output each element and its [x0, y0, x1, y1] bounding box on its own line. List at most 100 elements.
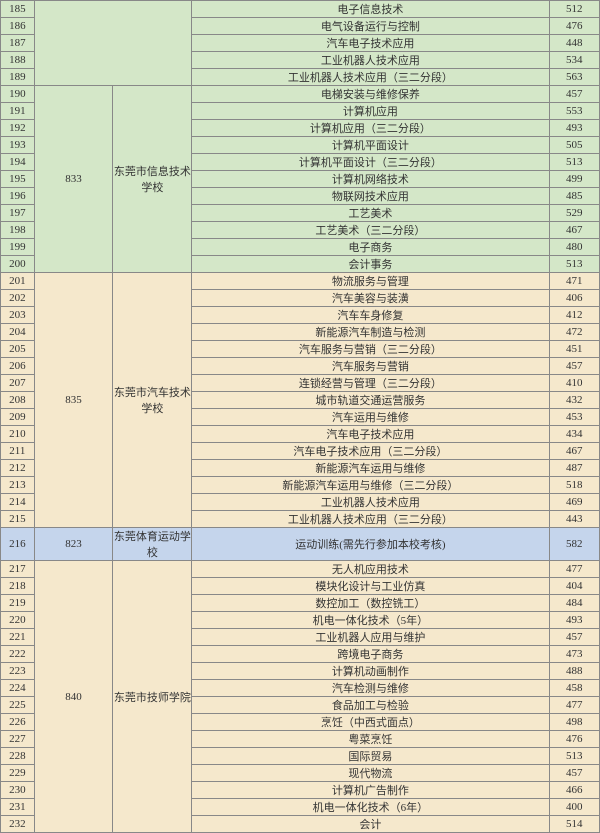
score-value: 451	[549, 341, 599, 358]
major-name: 模块化设计与工业仿真	[192, 578, 549, 595]
row-index: 191	[1, 103, 35, 120]
major-name: 电气设备运行与控制	[192, 18, 549, 35]
row-index: 204	[1, 324, 35, 341]
major-name: 汽车电子技术应用	[192, 426, 549, 443]
row-index: 206	[1, 358, 35, 375]
major-name: 新能源汽车运用与维修（三二分段）	[192, 477, 549, 494]
table-row: 217840东莞市技师学院无人机应用技术477	[1, 561, 600, 578]
table-row: 201835东莞市汽车技术学校物流服务与管理471	[1, 273, 600, 290]
score-value: 487	[549, 460, 599, 477]
row-index: 187	[1, 35, 35, 52]
score-value: 457	[549, 629, 599, 646]
score-value: 432	[549, 392, 599, 409]
score-value: 457	[549, 86, 599, 103]
admission-table: 185电子信息技术512186电气设备运行与控制476187汽车电子技术应用44…	[0, 0, 600, 833]
score-value: 472	[549, 324, 599, 341]
major-name: 电梯安装与维修保养	[192, 86, 549, 103]
major-name: 计算机平面设计（三二分段）	[192, 154, 549, 171]
major-name: 会计	[192, 816, 549, 833]
school-name: 东莞市汽车技术学校	[113, 273, 192, 528]
major-name: 汽车运用与维修	[192, 409, 549, 426]
score-value: 458	[549, 680, 599, 697]
row-index: 215	[1, 511, 35, 528]
row-index: 194	[1, 154, 35, 171]
row-index: 211	[1, 443, 35, 460]
score-value: 457	[549, 765, 599, 782]
score-value: 476	[549, 731, 599, 748]
row-index: 186	[1, 18, 35, 35]
row-index: 220	[1, 612, 35, 629]
school-code: 835	[34, 273, 113, 528]
row-index: 195	[1, 171, 35, 188]
score-value: 512	[549, 1, 599, 18]
major-name: 机电一体化技术（5年）	[192, 612, 549, 629]
score-value: 513	[549, 748, 599, 765]
score-value: 534	[549, 52, 599, 69]
score-value: 477	[549, 697, 599, 714]
school-name: 东莞市信息技术学校	[113, 86, 192, 273]
score-value: 499	[549, 171, 599, 188]
row-index: 229	[1, 765, 35, 782]
score-value: 410	[549, 375, 599, 392]
row-index: 200	[1, 256, 35, 273]
row-index: 230	[1, 782, 35, 799]
row-index: 198	[1, 222, 35, 239]
major-name: 新能源汽车运用与维修	[192, 460, 549, 477]
major-name: 连锁经营与管理（三二分段）	[192, 375, 549, 392]
major-name: 汽车车身修复	[192, 307, 549, 324]
row-index: 223	[1, 663, 35, 680]
major-name: 粤菜烹饪	[192, 731, 549, 748]
score-value: 453	[549, 409, 599, 426]
score-value: 518	[549, 477, 599, 494]
score-value: 434	[549, 426, 599, 443]
score-value: 582	[549, 528, 599, 561]
score-value: 467	[549, 222, 599, 239]
score-value: 480	[549, 239, 599, 256]
score-value: 473	[549, 646, 599, 663]
major-name: 现代物流	[192, 765, 549, 782]
major-name: 工业机器人技术应用（三二分段）	[192, 511, 549, 528]
table-row: 185电子信息技术512	[1, 1, 600, 18]
major-name: 工业机器人技术应用	[192, 494, 549, 511]
row-index: 226	[1, 714, 35, 731]
major-name: 计算机网络技术	[192, 171, 549, 188]
major-name: 国际贸易	[192, 748, 549, 765]
school-code: 823	[34, 528, 113, 561]
score-value: 448	[549, 35, 599, 52]
major-name: 工艺美术	[192, 205, 549, 222]
row-index: 199	[1, 239, 35, 256]
row-index: 219	[1, 595, 35, 612]
score-value: 457	[549, 358, 599, 375]
row-index: 212	[1, 460, 35, 477]
table-row: 216823东莞体育运动学校运动训练(需先行参加本校考核)582	[1, 528, 600, 561]
score-value: 529	[549, 205, 599, 222]
row-index: 209	[1, 409, 35, 426]
score-value: 484	[549, 595, 599, 612]
row-index: 218	[1, 578, 35, 595]
score-value: 513	[549, 256, 599, 273]
score-value: 412	[549, 307, 599, 324]
major-name: 会计事务	[192, 256, 549, 273]
score-value: 477	[549, 561, 599, 578]
major-name: 物联网技术应用	[192, 188, 549, 205]
row-index: 196	[1, 188, 35, 205]
school-code: 840	[34, 561, 113, 833]
major-name: 计算机动画制作	[192, 663, 549, 680]
major-name: 工业机器人技术应用（三二分段）	[192, 69, 549, 86]
row-index: 232	[1, 816, 35, 833]
row-index: 210	[1, 426, 35, 443]
major-name: 汽车美容与装潢	[192, 290, 549, 307]
major-name: 计算机应用	[192, 103, 549, 120]
score-value: 563	[549, 69, 599, 86]
major-name: 工业机器人应用与维护	[192, 629, 549, 646]
score-value: 476	[549, 18, 599, 35]
score-value: 493	[549, 120, 599, 137]
row-index: 197	[1, 205, 35, 222]
score-value: 485	[549, 188, 599, 205]
major-name: 跨境电子商务	[192, 646, 549, 663]
score-value: 400	[549, 799, 599, 816]
major-name: 机电一体化技术（6年）	[192, 799, 549, 816]
major-name: 新能源汽车制造与检测	[192, 324, 549, 341]
row-index: 222	[1, 646, 35, 663]
score-value: 505	[549, 137, 599, 154]
